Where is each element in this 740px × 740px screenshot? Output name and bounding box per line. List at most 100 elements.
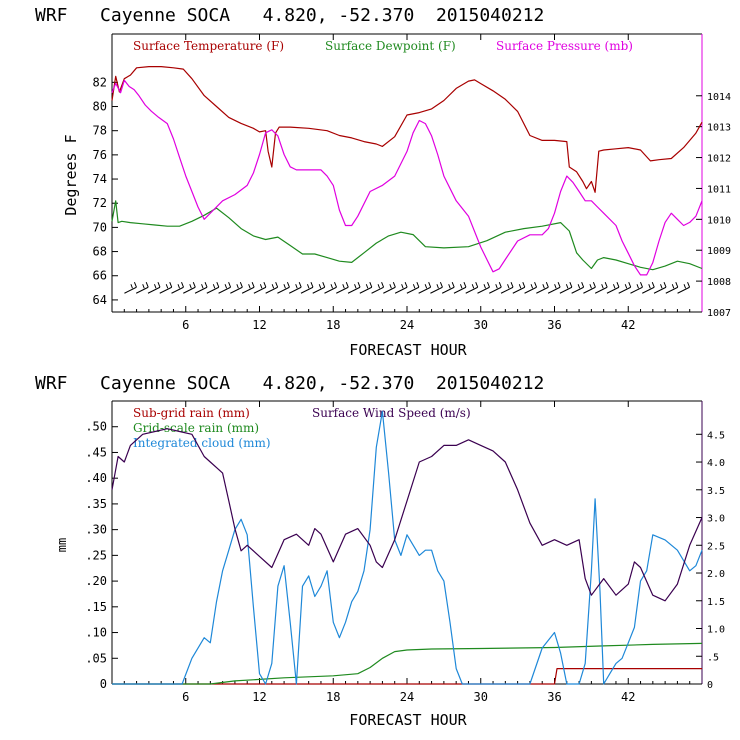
wind-barb: [371, 282, 385, 294]
top-y-tick-label: 66: [93, 269, 107, 283]
wind-barb: [583, 282, 596, 294]
wind-barb: [441, 282, 455, 294]
top-x-tick-label: 30: [474, 318, 488, 332]
bottom-x-tick-label: 36: [547, 690, 561, 704]
wind-barb: [677, 282, 691, 294]
top-y-tick-label: 74: [93, 172, 107, 186]
wind-barb: [336, 282, 349, 294]
bottom-x-tick-label: 12: [252, 690, 266, 704]
wind-barb-stroke: [394, 282, 408, 294]
legend-surface-dewpoint: Surface Dewpoint (F): [325, 39, 456, 53]
wind-barb: [642, 282, 655, 294]
bottom-y-tick-label: .30: [85, 523, 107, 537]
bottom-y-tick-label: .40: [85, 471, 107, 485]
wind-barb: [347, 282, 361, 294]
wind-barb: [406, 282, 420, 294]
legend-surface-temperature: Surface Temperature (F): [133, 39, 284, 53]
wind-barb-stroke: [265, 282, 279, 294]
bottom-x-axis-label: FORECAST HOUR: [349, 711, 467, 729]
wind-barb: [206, 282, 220, 294]
top-x-tick-label: 24: [400, 318, 414, 332]
top-x-tick-label: 12: [252, 318, 266, 332]
wind-barb: [547, 282, 561, 294]
wind-barb: [653, 282, 667, 294]
wind-barb-stroke: [241, 282, 255, 294]
bottom-y-right-tick-label: 2.0: [707, 569, 725, 580]
top-y-right-tick-label: 1010: [707, 215, 731, 226]
top-series-surface-dewpoint-f: [111, 200, 703, 271]
wind-barb-stroke: [477, 282, 490, 294]
wind-barb: [536, 282, 549, 294]
wind-barb-stroke: [336, 282, 349, 294]
wind-barb: [606, 282, 620, 294]
wind-barb-stroke: [371, 282, 385, 294]
wind-barb-stroke: [583, 282, 596, 294]
bottom-y-right-tick-label: 0: [707, 680, 713, 691]
wind-barb: [183, 282, 196, 294]
top-y-right-tick-label: 1014: [707, 92, 731, 103]
bottom-series-sub-grid-rain-mm: [112, 668, 702, 685]
bottom-y-tick-label: 0: [100, 677, 107, 691]
wind-barb-stroke: [288, 282, 302, 294]
wind-barb-stroke: [559, 282, 573, 294]
top-y-tick-label: 76: [93, 148, 107, 162]
wind-barb: [230, 282, 243, 294]
top-y-right-tick-label: 1007: [707, 308, 731, 319]
bottom-y-right-tick-label: .5: [707, 652, 719, 663]
wind-barb-stroke: [124, 282, 137, 294]
bottom-y-tick-label: .10: [85, 626, 107, 640]
top-y-axis-label: Degrees F: [62, 134, 80, 215]
top-x-tick-label: 6: [182, 318, 189, 332]
wind-barb-stroke: [406, 282, 420, 294]
wind-barb-stroke: [206, 282, 220, 294]
wind-barb: [218, 282, 232, 294]
bottom-y-axis-label: mm: [55, 538, 69, 552]
legend-integrated-cloud: Integrated cloud (mm): [133, 436, 271, 450]
bottom-y-right-tick-label: 1.0: [707, 625, 725, 636]
bottom-chart-title: WRF Cayenne SOCA 4.820, -52.370 20150402…: [35, 373, 544, 394]
top-y-tick-label: 82: [93, 75, 107, 89]
wind-barb-stroke: [547, 282, 561, 294]
wind-barb: [300, 282, 314, 294]
wind-barb: [241, 282, 255, 294]
wind-barb: [418, 282, 432, 294]
wind-barb-stroke: [253, 282, 267, 294]
wind-barb: [665, 282, 679, 294]
bottom-x-tick-label: 24: [400, 690, 414, 704]
wind-barb-stroke: [512, 282, 526, 294]
bottom-y-right-tick-label: 3.5: [707, 486, 725, 497]
top-y-tick-label: 80: [93, 100, 107, 114]
bottom-y-tick-label: .50: [85, 420, 107, 434]
wind-barb-stroke: [500, 282, 514, 294]
top-y-right-tick-label: 1009: [707, 246, 731, 257]
wind-barb-stroke: [665, 282, 679, 294]
wind-barb: [394, 282, 408, 294]
wind-barb-stroke: [571, 282, 585, 294]
bottom-y-right-tick-label: 1.5: [707, 597, 725, 608]
wind-barb-stroke: [594, 282, 608, 294]
bottom-x-tick-label: 42: [621, 690, 635, 704]
bottom-series-surface-wind-speed-m-s: [111, 428, 703, 602]
wind-barb: [512, 282, 526, 294]
wind-barb-stroke: [359, 282, 373, 294]
bottom-y-tick-label: .05: [85, 651, 107, 665]
top-x-axis-label: FORECAST HOUR: [349, 341, 467, 359]
wind-barb: [171, 282, 184, 294]
wind-barb-stroke: [630, 282, 643, 294]
wind-barb-stroke: [606, 282, 620, 294]
top-y-right-tick-label: 1008: [707, 277, 731, 288]
wind-barb-stroke: [489, 282, 502, 294]
bottom-y-tick-label: .25: [85, 548, 107, 562]
wind-barb-stroke: [653, 282, 667, 294]
wind-barb: [265, 282, 279, 294]
legend-grid-scale-rain: Grid-scale rain (mm): [133, 421, 259, 435]
bottom-y-tick-label: .45: [85, 445, 107, 459]
wind-barb-stroke: [618, 282, 632, 294]
wind-barb-stroke: [324, 282, 337, 294]
wind-barb-stroke: [171, 282, 184, 294]
top-y-tick-label: 72: [93, 196, 107, 210]
wind-barb: [430, 282, 443, 294]
top-y-tick-label: 64: [93, 293, 107, 307]
wind-barb-stroke: [135, 282, 149, 294]
bottom-y-tick-label: .15: [85, 600, 107, 614]
